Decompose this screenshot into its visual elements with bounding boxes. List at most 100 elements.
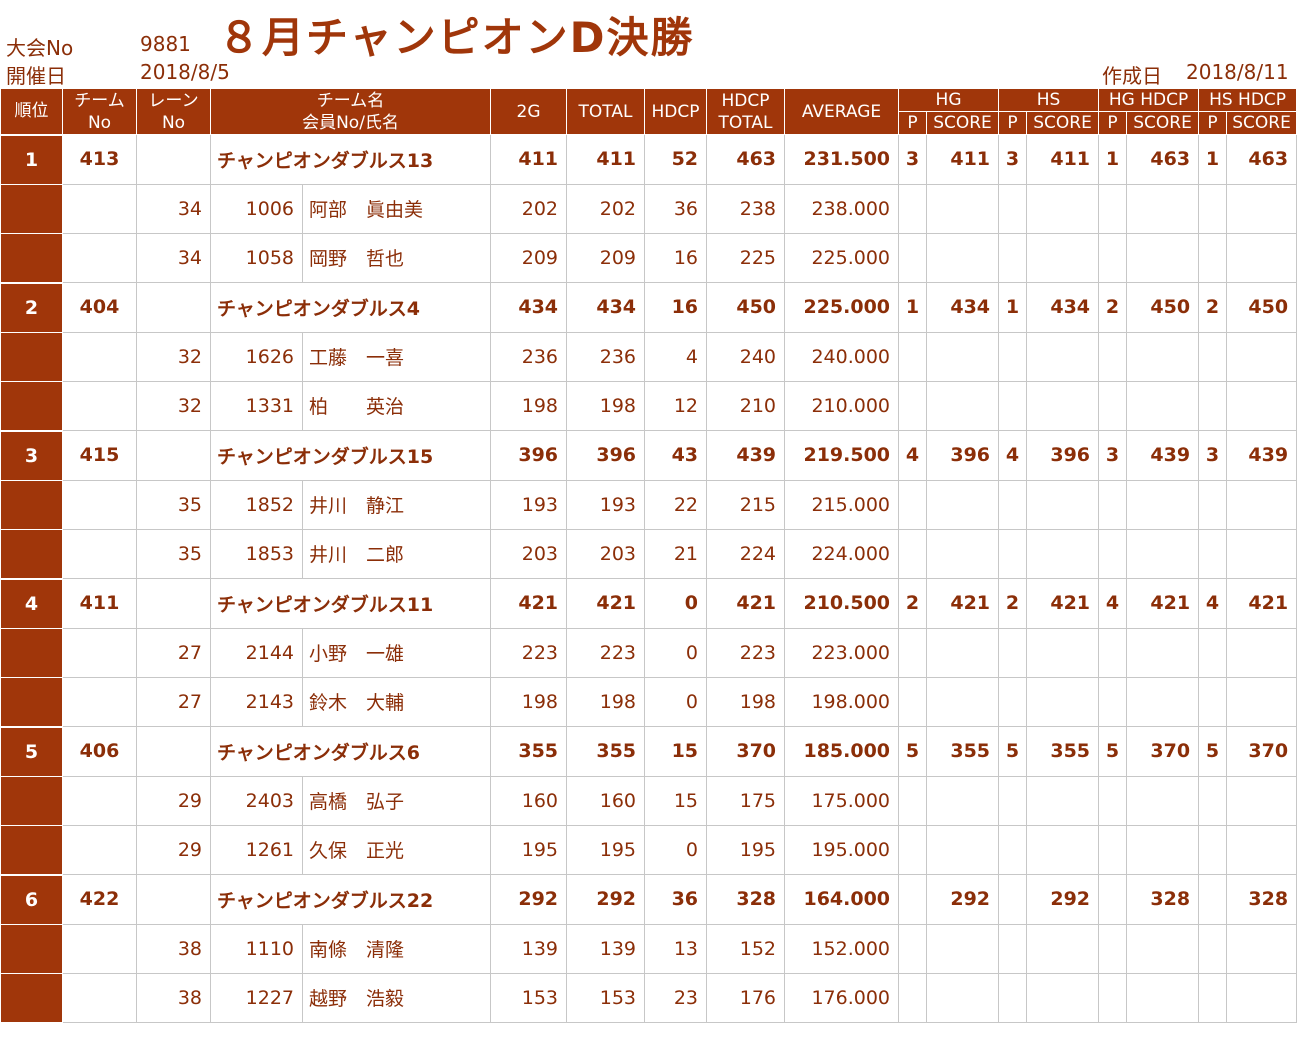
team-name-cell: チャンピオンダブルス22 — [209, 874, 492, 925]
hdcp-cell: 0 — [644, 824, 708, 875]
total-cell: 195 — [566, 824, 646, 875]
hsh-score-cell: 328 — [1226, 874, 1298, 925]
empty-cell — [1026, 232, 1100, 283]
average-cell: 225.000 — [784, 232, 900, 283]
total-cell: 139 — [566, 923, 646, 974]
empty-cell — [1098, 380, 1128, 431]
hsh-p-cell — [1198, 874, 1228, 925]
hg-p-cell: 1 — [898, 282, 928, 333]
member-row: 29 2403 高橋 弘子 160 160 15 175 175.000 — [0, 775, 1298, 826]
team-no-cell — [62, 775, 137, 826]
average-cell: 219.500 — [784, 430, 900, 481]
empty-cell — [1098, 627, 1128, 678]
member-name-cell: 阿部 眞由美 — [301, 183, 492, 234]
empty-cell — [898, 627, 928, 678]
empty-cell — [1098, 479, 1128, 530]
hdcp-cell: 15 — [644, 726, 708, 777]
hgh-p-cell: 3 — [1098, 430, 1128, 481]
hdcp-total-cell: 224 — [706, 528, 786, 579]
team-name-cell: チャンピオンダブルス6 — [209, 726, 492, 777]
average-cell: 238.000 — [784, 183, 900, 234]
team-row: 1 413 チャンピオンダブルス13 411 411 52 463 231.500 3 411 3 4… — [0, 133, 1298, 185]
team-no-cell: 411 — [62, 578, 137, 629]
empty-cell — [1098, 923, 1128, 974]
rank-cell — [0, 824, 63, 875]
member-name-cell: 柏 英治 — [301, 380, 492, 431]
empty-cell — [1126, 676, 1200, 727]
rank-cell: 4 — [0, 577, 63, 629]
col-hs-p: P — [998, 111, 1028, 135]
hgh-p-cell: 5 — [1098, 726, 1128, 777]
team-no-cell — [62, 676, 137, 727]
hs-score-cell: 421 — [1026, 578, 1100, 629]
empty-cell — [1098, 676, 1128, 727]
empty-cell — [1226, 232, 1298, 283]
hdcp-total-cell: 175 — [706, 775, 786, 826]
rank-cell — [0, 972, 63, 1023]
total-cell: 355 — [566, 726, 646, 777]
empty-cell — [1126, 528, 1200, 579]
empty-cell — [1198, 479, 1228, 530]
empty-cell — [926, 232, 1000, 283]
empty-cell — [898, 923, 928, 974]
empty-cell — [1226, 972, 1298, 1023]
g2-cell: 153 — [490, 972, 568, 1023]
member-name-cell: 小野 一雄 — [301, 627, 492, 678]
hdcp-total-cell: 421 — [706, 578, 786, 629]
hdcp-total-cell: 439 — [706, 430, 786, 481]
hs-score-cell: 411 — [1026, 134, 1100, 185]
hdcp-cell: 16 — [644, 232, 708, 283]
hdcp-total-cell: 223 — [706, 627, 786, 678]
empty-cell — [1226, 627, 1298, 678]
member-no-cell: 1227 — [210, 972, 303, 1023]
hdcp-total-cell: 215 — [706, 479, 786, 530]
member-no-cell: 1261 — [210, 824, 303, 875]
empty-cell — [998, 676, 1028, 727]
team-no-cell — [62, 923, 137, 974]
g2-cell: 434 — [490, 282, 568, 333]
member-no-cell: 2143 — [210, 676, 303, 727]
lane-cell — [136, 726, 211, 777]
empty-cell — [926, 923, 1000, 974]
average-cell: 152.000 — [784, 923, 900, 974]
empty-cell — [1226, 923, 1298, 974]
hgh-p-cell: 2 — [1098, 282, 1128, 333]
hsh-score-cell: 439 — [1226, 430, 1298, 481]
hs-p-cell: 3 — [998, 134, 1028, 185]
col-team-no: チーム No — [62, 88, 137, 135]
average-cell: 195.000 — [784, 824, 900, 875]
hsh-p-cell: 1 — [1198, 134, 1228, 185]
g2-cell: 223 — [490, 627, 568, 678]
lane-cell — [136, 874, 211, 925]
team-no-cell — [62, 824, 137, 875]
member-no-cell: 1058 — [210, 232, 303, 283]
rank-cell — [0, 232, 63, 283]
hgh-p-cell: 1 — [1098, 134, 1128, 185]
empty-cell — [926, 183, 1000, 234]
empty-cell — [998, 331, 1028, 382]
hsh-p-cell: 5 — [1198, 726, 1228, 777]
col-average: AVERAGE — [784, 88, 900, 135]
total-cell: 292 — [566, 874, 646, 925]
hgh-score-cell: 421 — [1126, 578, 1200, 629]
empty-cell — [926, 972, 1000, 1023]
empty-cell — [1026, 331, 1100, 382]
average-cell: 240.000 — [784, 331, 900, 382]
hdcp-cell: 22 — [644, 479, 708, 530]
g2-cell: 236 — [490, 331, 568, 382]
g2-cell: 195 — [490, 824, 568, 875]
g2-cell: 160 — [490, 775, 568, 826]
empty-cell — [1026, 627, 1100, 678]
empty-cell — [1198, 331, 1228, 382]
average-cell: 210.500 — [784, 578, 900, 629]
lane-cell: 38 — [136, 923, 211, 974]
team-no-cell — [62, 331, 137, 382]
empty-cell — [1026, 528, 1100, 579]
rank-cell: 3 — [0, 429, 63, 481]
average-cell: 164.000 — [784, 874, 900, 925]
average-cell: 210.000 — [784, 380, 900, 431]
lane-cell: 29 — [136, 824, 211, 875]
empty-cell — [1026, 380, 1100, 431]
empty-cell — [1126, 479, 1200, 530]
empty-cell — [1026, 479, 1100, 530]
